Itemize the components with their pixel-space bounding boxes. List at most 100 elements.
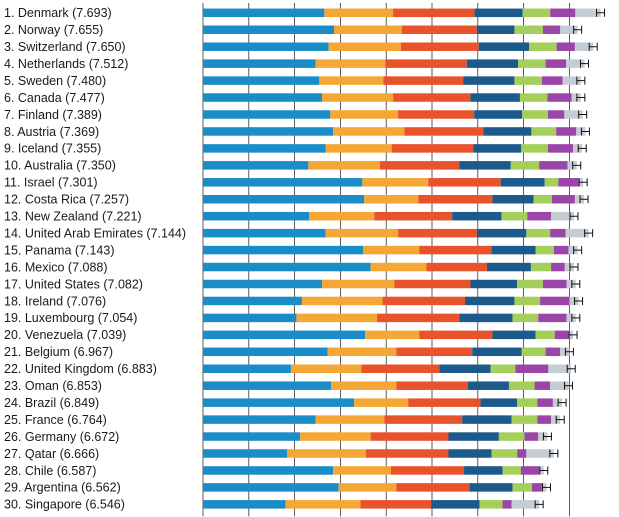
bar-segment-1 <box>203 500 286 509</box>
bar-segment-6 <box>542 279 567 289</box>
row-label: 15. Panama (7.143) <box>4 243 115 257</box>
bar-segment-3 <box>400 42 479 51</box>
bar-segment-3 <box>419 330 493 340</box>
bar-segment-3 <box>396 347 473 357</box>
bar-segment-2 <box>338 483 397 492</box>
bar-segment-5 <box>544 178 559 187</box>
row-label: 18. Ireland (7.076) <box>4 294 106 308</box>
bar-segment-4 <box>459 161 511 170</box>
bar-segment-3 <box>361 364 440 373</box>
bar-segment-6 <box>550 8 576 18</box>
bar-segment-2 <box>322 93 394 102</box>
bar-segment-3 <box>383 76 464 85</box>
row-label: 9. Iceland (7.355) <box>4 142 101 156</box>
bar-segment-4 <box>464 466 503 475</box>
bar-segment-1 <box>203 110 331 119</box>
error-bar <box>549 449 559 458</box>
bar-segment-6 <box>553 245 569 255</box>
bar-segment-5 <box>522 8 551 18</box>
bar-segment-5 <box>511 415 538 424</box>
bar-segment-2 <box>333 25 402 34</box>
row-label: 29. Argentina (6.562) <box>4 481 121 495</box>
row-label: 4. Netherlands (7.512) <box>4 57 128 71</box>
bar-segment-3 <box>382 296 465 306</box>
bar-segment-4 <box>439 364 491 373</box>
error-bar <box>588 42 598 51</box>
bar-segment-1 <box>203 245 364 255</box>
error-bar <box>573 25 583 34</box>
bar-segment-4 <box>448 449 492 458</box>
chart-grid <box>202 3 570 517</box>
error-bar <box>542 432 552 441</box>
bar-segment-3 <box>428 178 501 187</box>
bar-segment-6 <box>552 195 575 204</box>
bar-segment-1 <box>203 432 301 441</box>
bar-segment-5 <box>517 398 538 407</box>
bar-segment-5 <box>526 228 551 238</box>
bar-segment-2 <box>296 313 378 323</box>
bar-segment-1 <box>203 262 371 272</box>
bar-segment-5 <box>514 76 542 85</box>
bar-segment-6 <box>547 144 574 153</box>
bar-segment-4 <box>476 228 527 238</box>
bar-segment-6 <box>551 262 565 272</box>
bar-segment-2 <box>285 500 361 509</box>
bar-segment-6 <box>556 127 577 136</box>
bar-segment-1 <box>203 347 328 357</box>
bar-segment-6 <box>542 25 561 34</box>
bar-segment-3 <box>393 93 471 102</box>
bar-segment-4 <box>480 398 518 407</box>
bar-segment-1 <box>203 228 326 238</box>
row-label: 22. United Kingdom (6.883) <box>4 362 157 376</box>
bar-segment-4 <box>467 381 509 390</box>
bar-segment-6 <box>540 296 570 306</box>
bar-segment-4 <box>492 195 534 204</box>
bar-segment-7 <box>573 144 583 153</box>
bar-segment-3 <box>401 25 477 34</box>
bar-segment-5 <box>514 25 543 34</box>
bar-segment-1 <box>203 330 366 340</box>
bar-segment-4 <box>452 211 502 221</box>
bar-segment-1 <box>203 8 325 18</box>
error-bar <box>576 76 586 85</box>
bar-segment-1 <box>203 483 339 492</box>
error-bar <box>573 246 583 255</box>
bar-segment-5 <box>514 296 541 306</box>
bar-segment-6 <box>527 211 552 221</box>
bar-segment-7 <box>511 500 540 509</box>
bar-segment-4 <box>469 483 513 492</box>
error-bar <box>596 8 606 17</box>
bar-segment-7 <box>565 228 589 238</box>
bar-segment-5 <box>522 110 548 119</box>
chart-row-labels: 1. Denmark (7.693) 2. Norway (7.655) 3. Sw… <box>4 6 186 512</box>
bar-segment-2 <box>325 144 392 153</box>
bar-segment-6 <box>547 93 572 102</box>
bar-segment-5 <box>535 245 554 255</box>
bar-segment-6 <box>556 42 575 51</box>
bar-segment-4 <box>478 42 530 51</box>
row-label: 30. Singapore (6.546) <box>4 498 125 512</box>
bar-segment-1 <box>203 59 316 68</box>
error-bar <box>555 415 565 424</box>
bar-segment-1 <box>203 211 310 221</box>
bar-segment-1 <box>203 313 297 323</box>
bar-segment-2 <box>308 161 380 170</box>
row-label: 24. Brazil (6.849) <box>4 396 99 410</box>
bar-segment-1 <box>203 364 291 373</box>
bar-segment-6 <box>534 381 551 390</box>
bar-segment-3 <box>377 313 460 323</box>
bar-segment-6 <box>550 228 566 238</box>
bar-segment-7 <box>551 415 561 424</box>
bar-segment-7 <box>567 161 577 170</box>
bar-segment-5 <box>533 195 552 204</box>
bar-segment-5 <box>531 127 557 136</box>
bar-segment-1 <box>203 127 334 136</box>
row-label: 5. Sweden (7.480) <box>4 74 106 88</box>
bar-segment-3 <box>404 127 484 136</box>
row-label: 7. Finland (7.389) <box>4 108 102 122</box>
bar-segment-3 <box>379 161 460 170</box>
bar-segment-6 <box>520 466 540 475</box>
bar-segment-7 <box>568 245 578 255</box>
error-bar <box>566 364 576 373</box>
error-bar <box>569 212 579 221</box>
